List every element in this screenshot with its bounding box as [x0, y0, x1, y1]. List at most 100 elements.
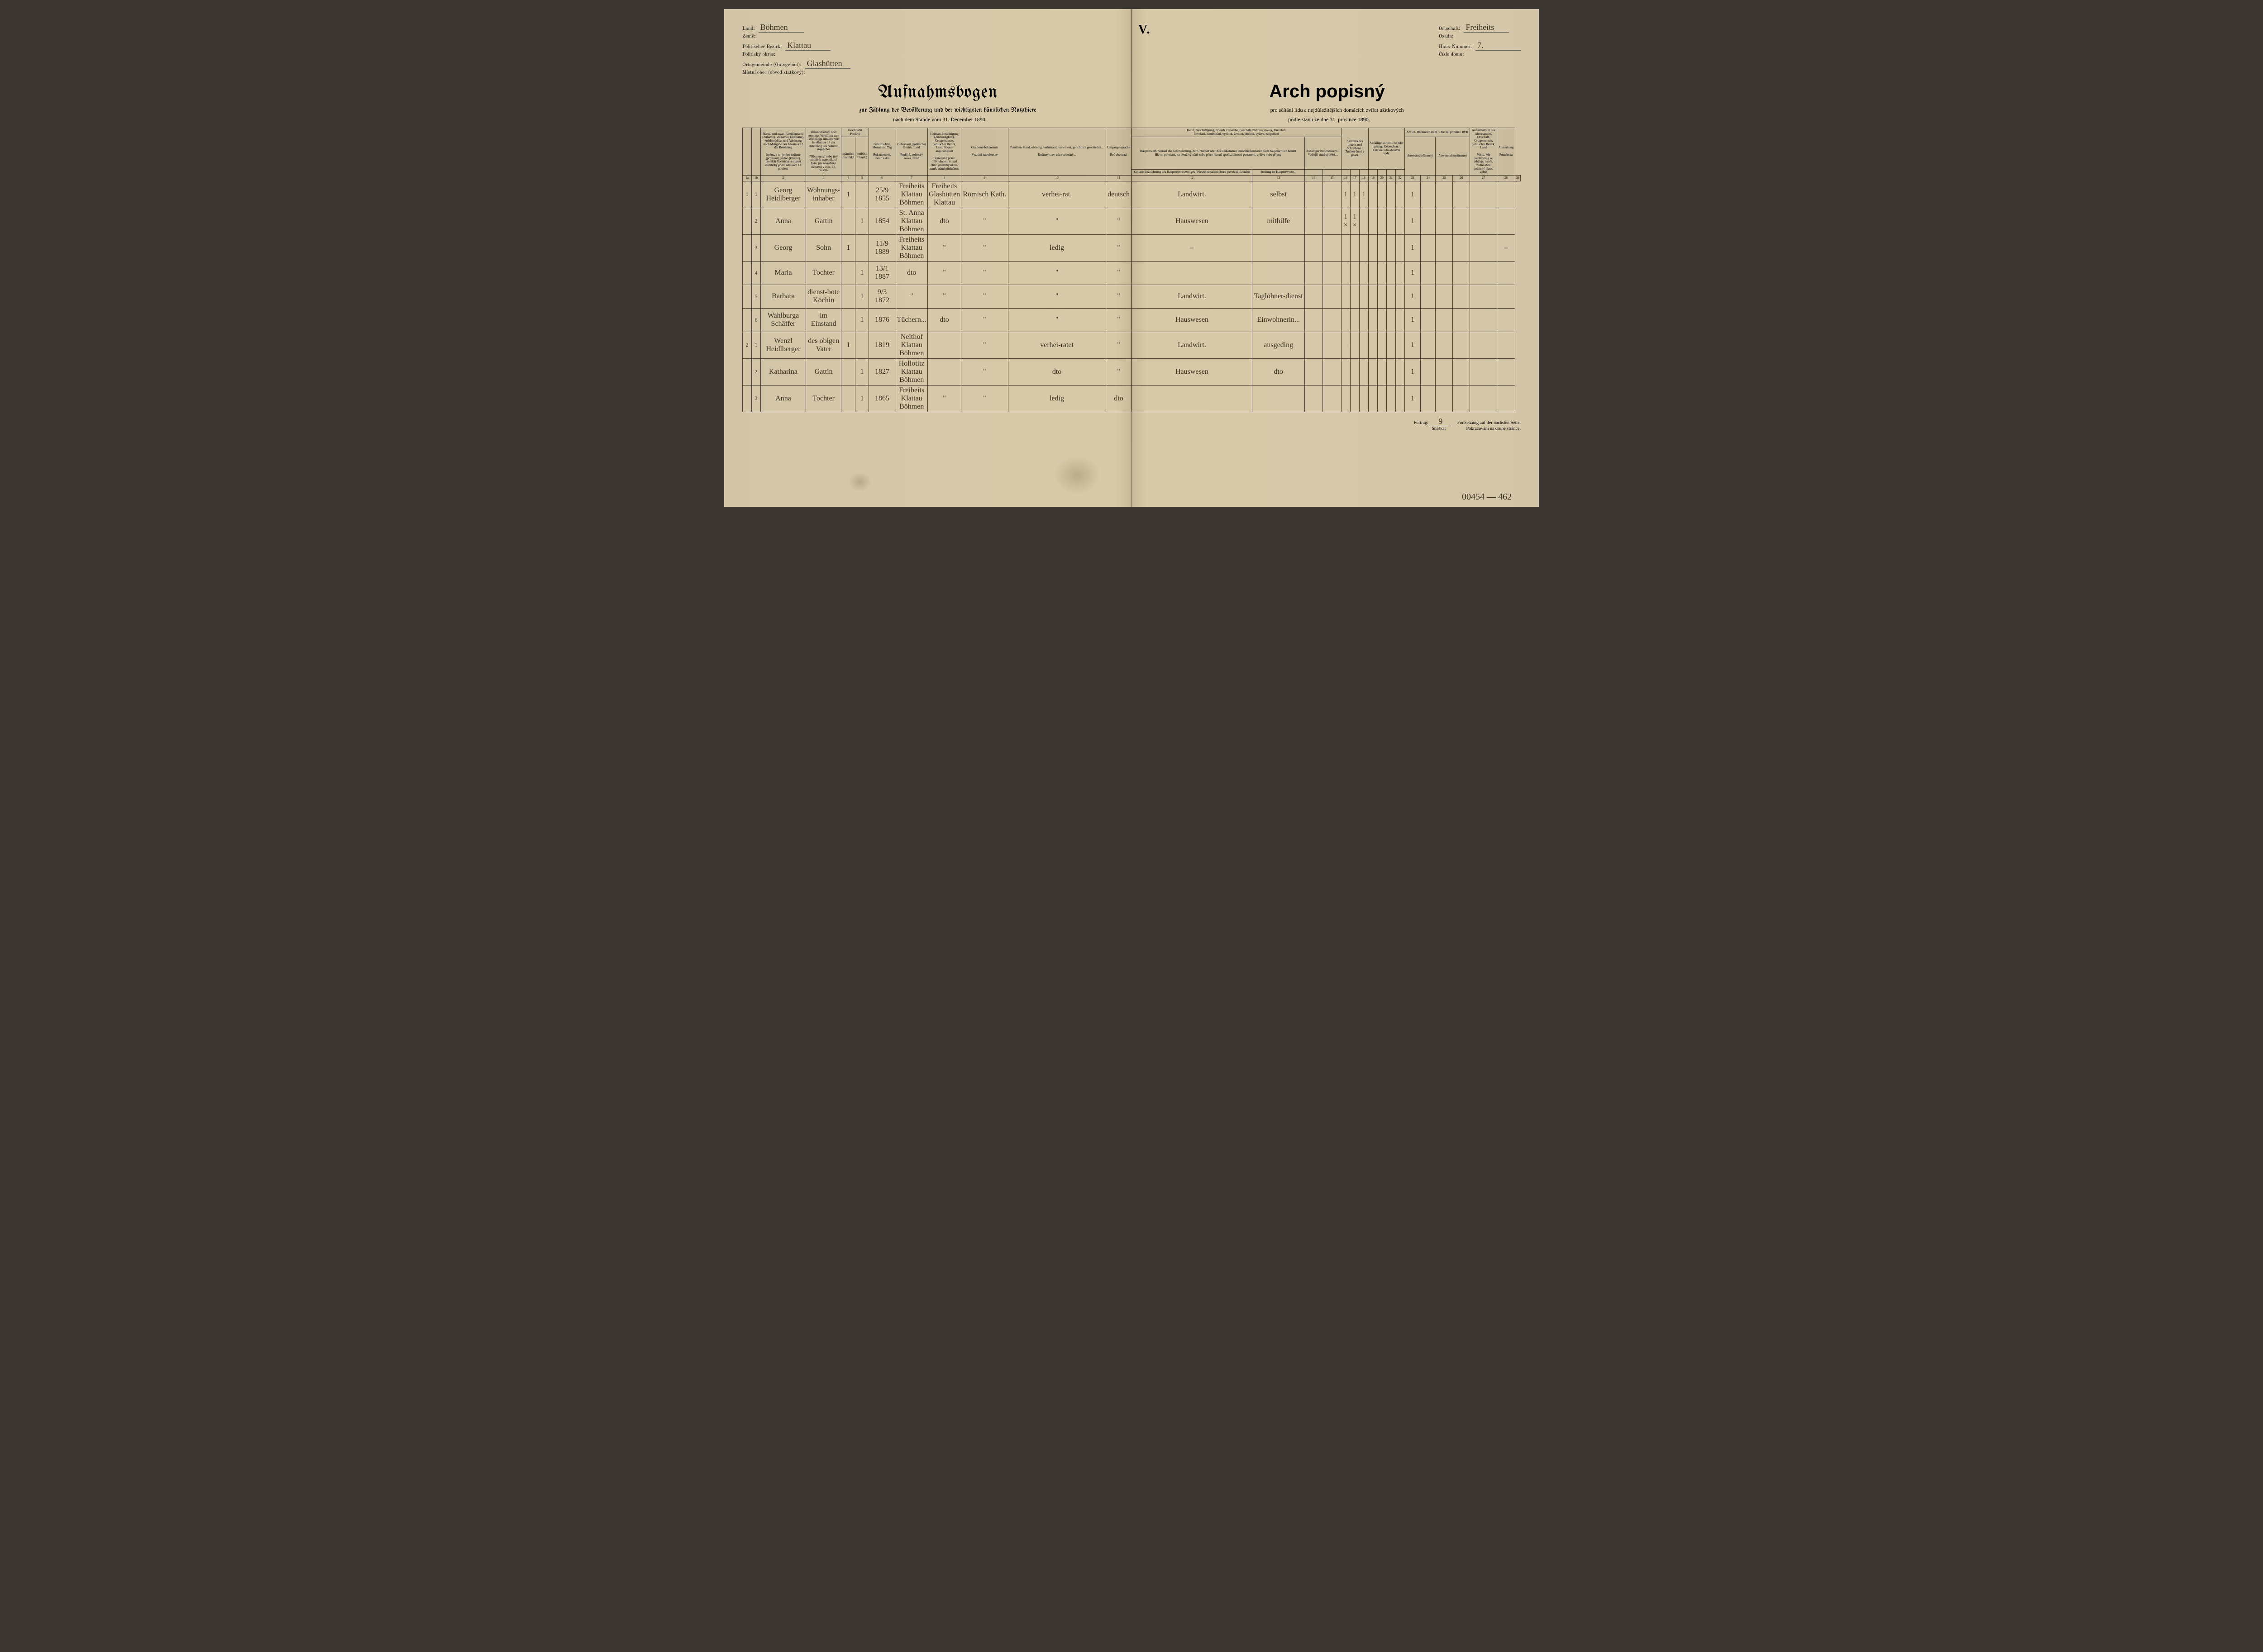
cell: [1252, 234, 1305, 261]
cell: 6: [752, 308, 761, 332]
cell: ": [961, 385, 1008, 412]
col-l2: [1350, 170, 1359, 176]
num-14: 14: [1304, 175, 1322, 181]
col-neben2: [1323, 170, 1341, 176]
cell: 1: [1404, 332, 1421, 358]
num-25: 25: [1436, 175, 1453, 181]
bezirk-label-de: Politischer Bezirk:: [742, 44, 782, 50]
cell: [1386, 261, 1395, 285]
cell: [1368, 332, 1377, 358]
cell: [1304, 285, 1322, 308]
cell: [1368, 261, 1377, 285]
bezirk-value: Klattau: [785, 41, 831, 51]
col-g3: [1386, 170, 1395, 176]
cell: [1436, 181, 1453, 208]
cell: 9/3 1872: [869, 285, 896, 308]
cell: [1304, 332, 1322, 358]
cell: Einwohnerin...: [1252, 308, 1305, 332]
cell: Taglöhner-dienst: [1252, 285, 1305, 308]
cell: [1252, 261, 1305, 285]
cell: Maria: [761, 261, 806, 285]
num-27: 27: [1470, 175, 1497, 181]
num-23: 23: [1404, 175, 1421, 181]
cell: [1497, 385, 1515, 412]
cell: [1470, 358, 1497, 385]
num-10: 10: [1008, 175, 1106, 181]
cell: [1368, 385, 1377, 412]
gemeinde-label-cz: Místní obec (obvod statkový):: [742, 70, 805, 76]
cell: [1421, 261, 1436, 285]
cell: [841, 385, 855, 412]
cell: [855, 332, 869, 358]
cell: Römisch Kath.: [961, 181, 1008, 208]
cell: [1386, 181, 1395, 208]
cell: 1: [841, 181, 855, 208]
cell: [1359, 308, 1368, 332]
cell: [1368, 285, 1377, 308]
cell: [743, 234, 752, 261]
cell: [927, 358, 961, 385]
cell: [1341, 261, 1350, 285]
cell: [1395, 358, 1404, 385]
cell: dto: [1106, 385, 1132, 412]
cell: [1359, 332, 1368, 358]
cell: [1359, 358, 1368, 385]
furtrag-value: 9: [1429, 417, 1451, 426]
cell: ": [1008, 308, 1106, 332]
cell: Landwirt.: [1132, 285, 1252, 308]
cell: [855, 234, 869, 261]
cell: [841, 308, 855, 332]
title-de: Aufnahmsbogen: [878, 84, 998, 102]
cell: [1421, 181, 1436, 208]
cell: dto: [927, 208, 961, 234]
cell: 1: [855, 358, 869, 385]
cell: [1377, 385, 1386, 412]
cell: Tochter: [806, 261, 841, 285]
col-stand: Familien-Stand, ob ledig, verheiratet, v…: [1008, 128, 1106, 176]
title-cz: Arch popisný: [1269, 81, 1385, 102]
cell: [1350, 385, 1359, 412]
cell: [1421, 234, 1436, 261]
col-anm: AnmerkungPoznámka: [1497, 128, 1515, 176]
land-label-de: Land:: [742, 26, 755, 32]
cell: [1421, 332, 1436, 358]
cell: Hollotitz Klattau Böhmen: [896, 358, 927, 385]
cell: [1436, 358, 1453, 385]
cell: [1304, 261, 1322, 285]
cell: [1497, 358, 1515, 385]
cell: [1436, 285, 1453, 308]
cell: 1: [1404, 208, 1421, 234]
col-l3: [1359, 170, 1368, 176]
cell: 1 ×: [1341, 208, 1350, 234]
num-28: 28: [1497, 175, 1515, 181]
col-rel: Verwandtschaft oder sonstiges Verhältnis…: [806, 128, 841, 176]
cell: [1453, 358, 1470, 385]
cell: [841, 285, 855, 308]
cell: [743, 358, 752, 385]
col-neben: Allfälliger Nebenerwerb...Vedlejší snad …: [1304, 137, 1341, 170]
num-2: 2: [761, 175, 806, 181]
num-29: 29: [1515, 175, 1520, 181]
num-24: 24: [1421, 175, 1436, 181]
cell: ": [927, 234, 961, 261]
cell: [1341, 332, 1350, 358]
cell: [1395, 285, 1404, 308]
ort-label-de: Ortschaft:: [1439, 26, 1461, 32]
cell: 1: [743, 181, 752, 208]
num-4: 4: [841, 175, 855, 181]
cell: ": [1106, 308, 1132, 332]
center-fold: [1131, 9, 1132, 507]
cell: [743, 285, 752, 308]
num-1b: 1b: [752, 175, 761, 181]
num-15: 15: [1323, 175, 1341, 181]
col-m: männlich / mužské: [841, 137, 855, 176]
num-9: 9: [961, 175, 1008, 181]
cell: [1497, 261, 1515, 285]
stain: [846, 471, 874, 493]
cell: 1865: [869, 385, 896, 412]
cell: [1341, 285, 1350, 308]
col-1a: [743, 128, 752, 176]
num-20: 20: [1377, 175, 1386, 181]
cell: 1854: [869, 208, 896, 234]
cell: [1350, 234, 1359, 261]
